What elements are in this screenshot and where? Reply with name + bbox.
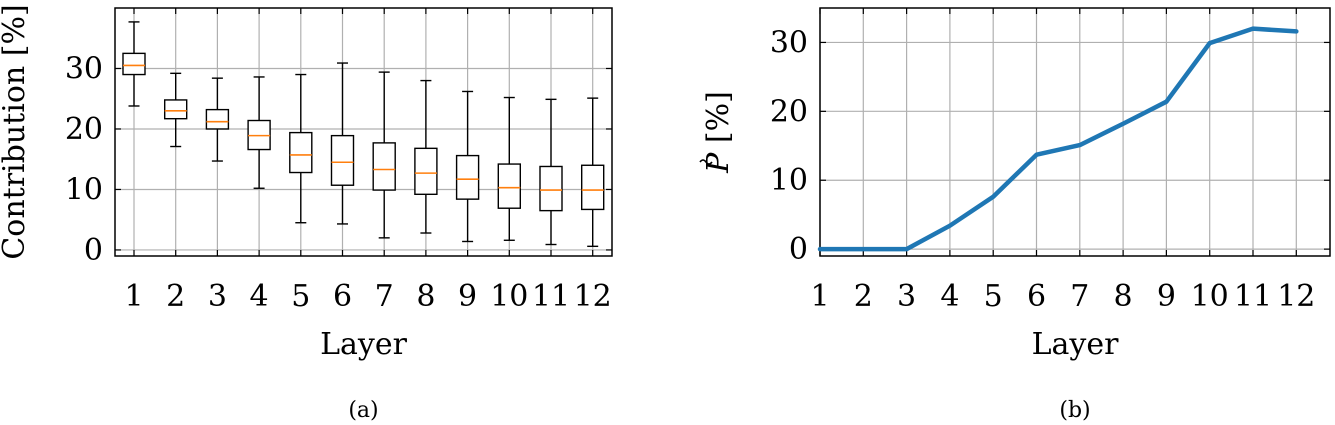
iqr-box [581, 164, 605, 211]
box-layer-1 [122, 21, 146, 107]
box-layer-7 [372, 71, 396, 239]
box-layer-6 [330, 62, 355, 225]
iqr-box [163, 99, 188, 120]
box-layer-5 [289, 73, 313, 224]
iqr-box [372, 142, 396, 191]
grid-lines [819, 8, 1330, 256]
x-tick-label-4: 4 [250, 279, 269, 314]
x-tick-label-8: 8 [416, 279, 435, 314]
x-tick-label-2: 2 [166, 279, 185, 314]
y-axis-title: P [%] [701, 91, 736, 174]
iqr-box [289, 131, 313, 174]
x-tick-label-8: 8 [1114, 279, 1133, 314]
x-tick-label-7: 7 [1070, 279, 1089, 314]
x-tick-label-10: 10 [490, 279, 528, 314]
panel-caption: (a) [348, 398, 378, 423]
y-axis-title-symbol: P [701, 152, 736, 174]
y-tick-label-20: 20 [65, 112, 103, 147]
x-tick-label-2: 2 [854, 279, 873, 314]
x-tick-label-6: 6 [333, 279, 352, 314]
iqr-box [414, 147, 438, 196]
y-tick-label-10: 10 [770, 163, 808, 198]
iqr-box [122, 52, 146, 76]
y-axis-title: Contribution [%] [0, 4, 32, 259]
plot-frame [114, 7, 613, 257]
series-line [817, 26, 1299, 252]
x-tick-label-9: 9 [1157, 279, 1176, 314]
box-layer-3 [205, 77, 230, 162]
box-layer-8 [414, 79, 438, 234]
x-tick-label-3: 3 [208, 279, 227, 314]
y-tick-label-30: 30 [770, 25, 808, 60]
iqr-box [539, 165, 563, 212]
grid-lines [115, 8, 612, 256]
x-tick-label-10: 10 [1191, 279, 1229, 314]
y-tick-label-20: 20 [770, 94, 808, 129]
y-tick-label-30: 30 [65, 51, 103, 86]
iqr-box [455, 154, 480, 200]
x-tick-label-6: 6 [1027, 279, 1046, 314]
x-tick-label-1: 1 [810, 279, 829, 314]
x-tick-label-11: 11 [1234, 279, 1272, 314]
box-layer-12 [581, 97, 605, 248]
box-layer-11 [539, 98, 563, 246]
x-tick-label-9: 9 [458, 279, 477, 314]
box-layer-4 [247, 76, 271, 189]
plot-frame [819, 7, 1331, 257]
x-tick-label-1: 1 [124, 279, 143, 314]
x-tick-label-4: 4 [940, 279, 959, 314]
y-tick-label-0: 0 [84, 233, 103, 268]
iqr-box [330, 134, 355, 186]
x-tick-label-7: 7 [375, 279, 394, 314]
x-tick-label-5: 5 [291, 279, 310, 314]
x-tick-label-3: 3 [897, 279, 916, 314]
y-tick-label-0: 0 [789, 232, 808, 267]
box-layer-9 [455, 90, 480, 243]
x-axis-title: Layer [1032, 327, 1120, 362]
x-tick-label-12: 12 [1277, 279, 1315, 314]
x-tick-label-12: 12 [574, 279, 612, 314]
panel-caption: (b) [1059, 398, 1090, 423]
iqr-box [497, 163, 521, 209]
x-axis-title: Layer [320, 327, 408, 362]
y-axis-title-unit: [%] [701, 91, 736, 152]
x-tick-label-5: 5 [984, 279, 1003, 314]
y-tick-label-10: 10 [65, 172, 103, 207]
box-layer-10 [497, 96, 521, 241]
box-layer-2 [163, 72, 188, 148]
x-tick-label-11: 11 [532, 279, 570, 314]
tilde-accent [699, 159, 713, 165]
iqr-box [205, 108, 230, 130]
